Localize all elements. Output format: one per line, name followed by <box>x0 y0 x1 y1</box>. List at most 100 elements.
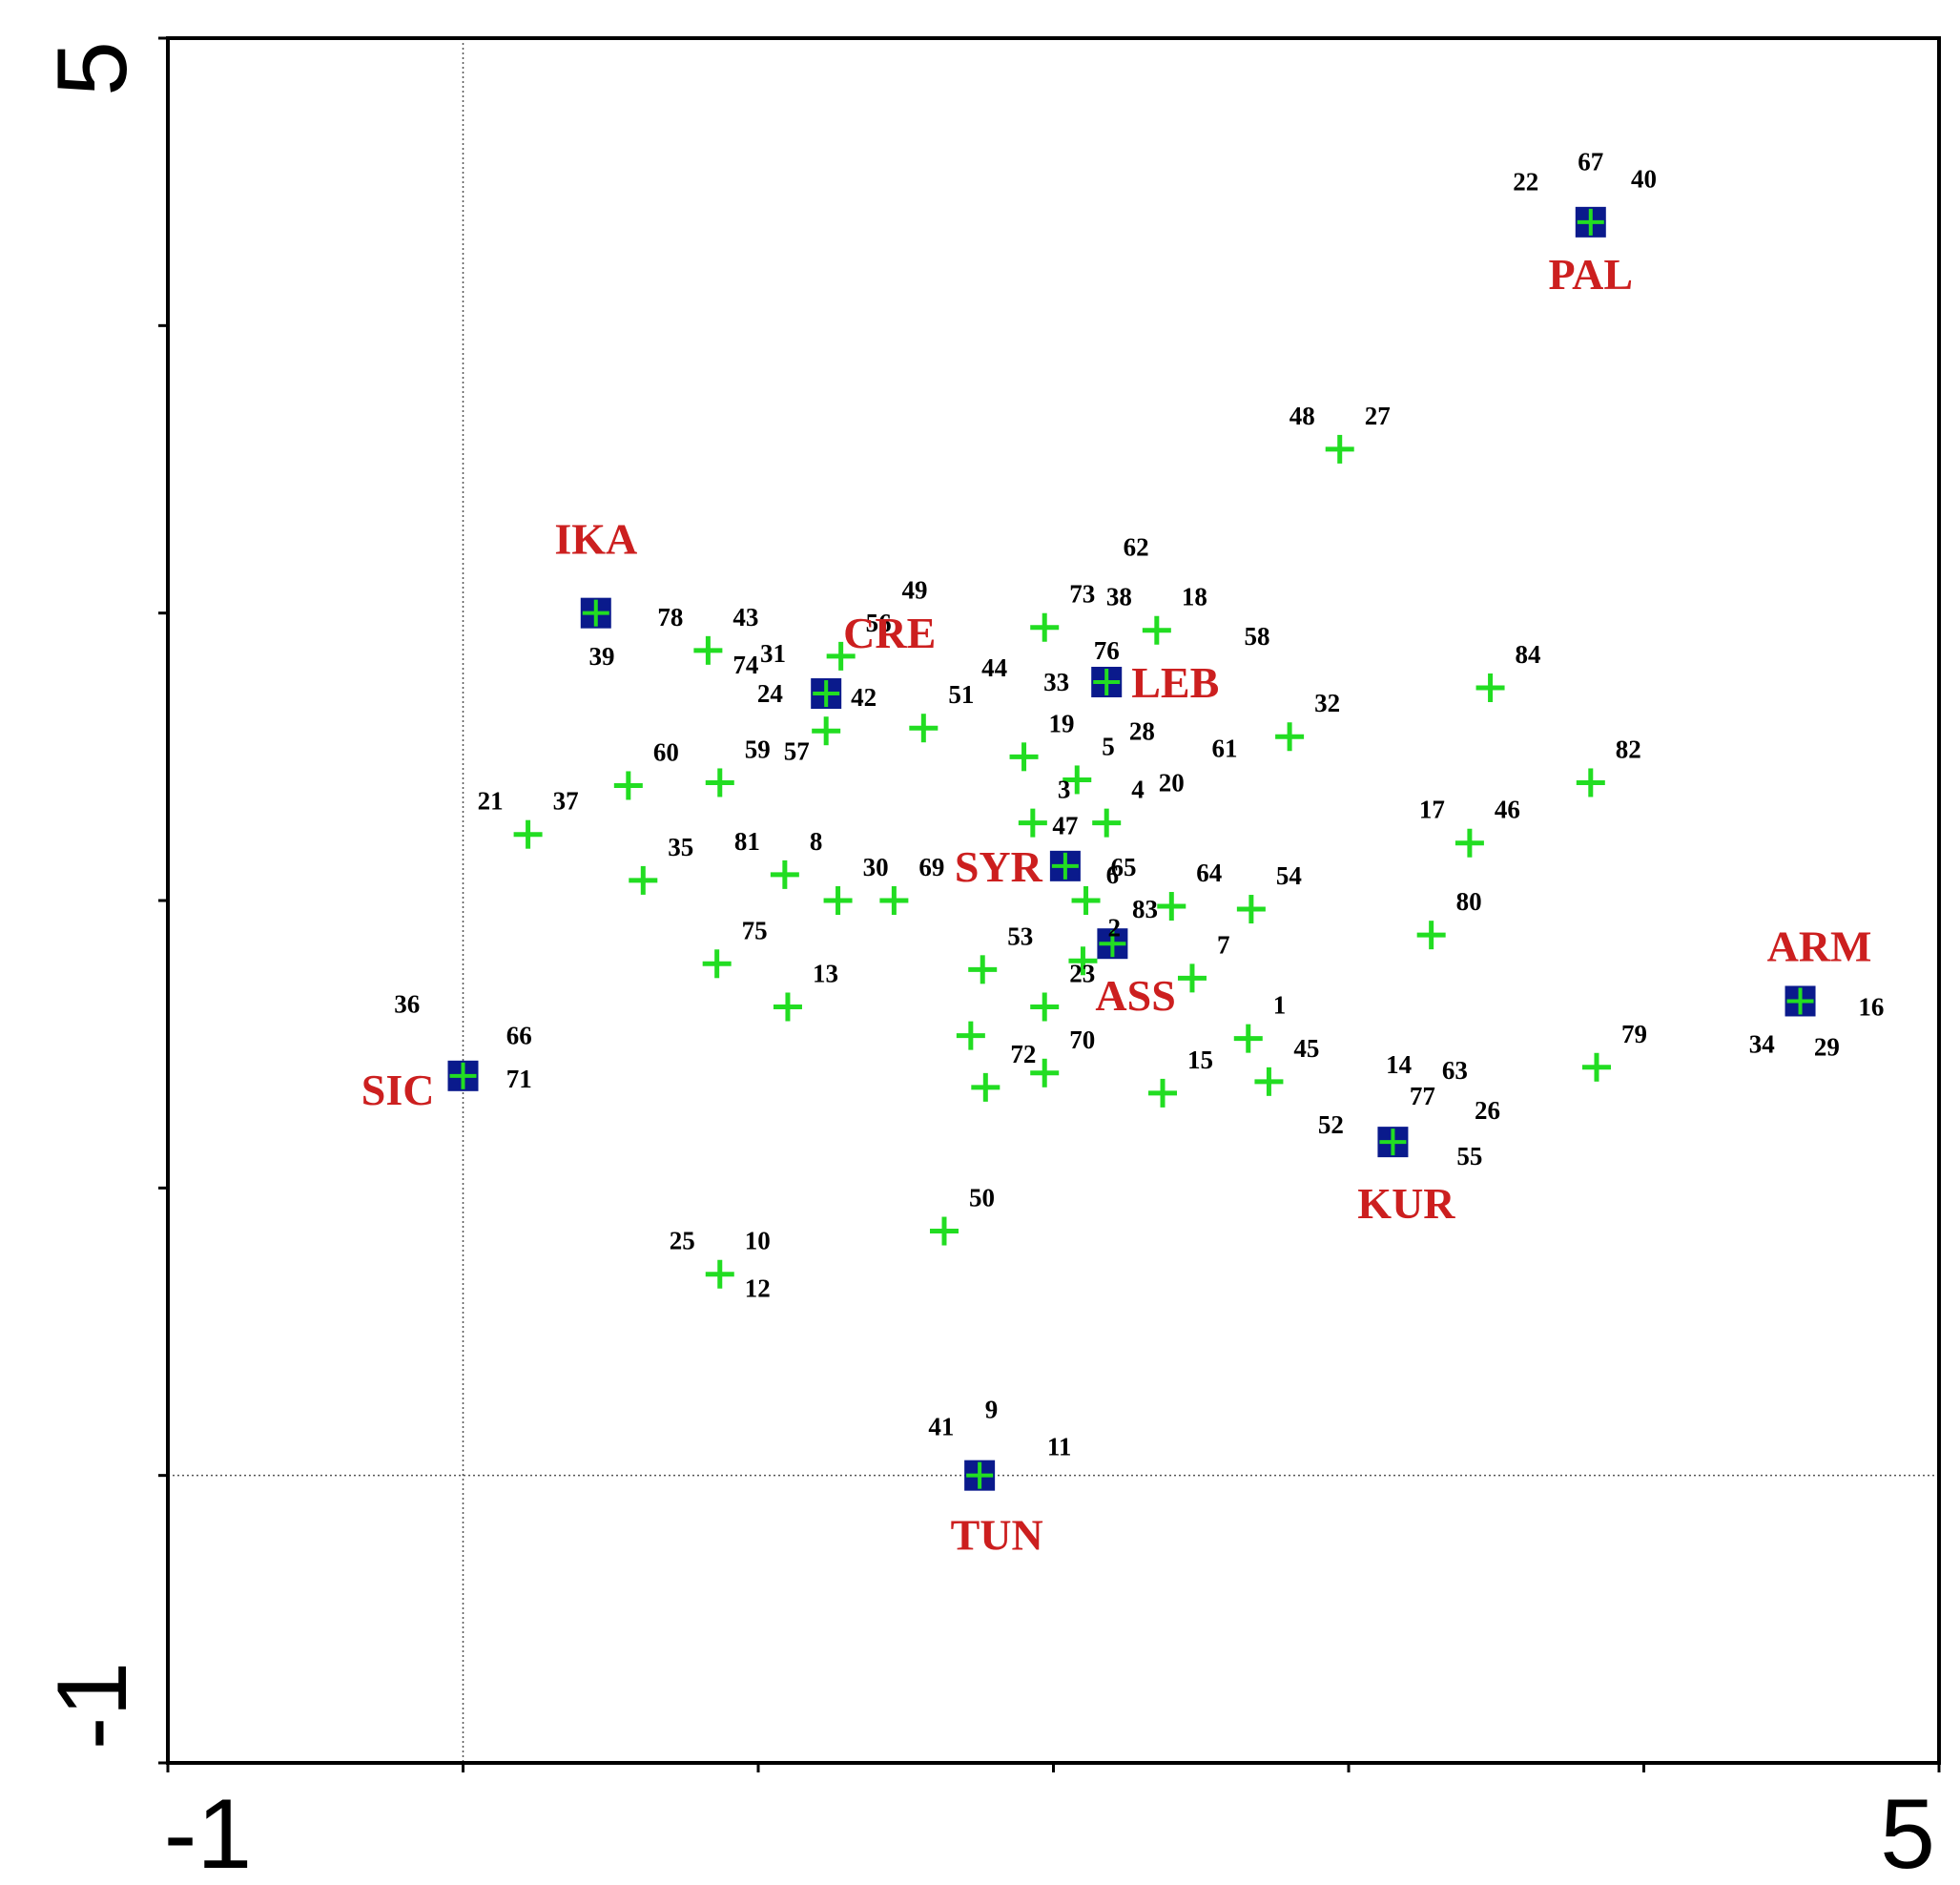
y-tick-label-max: 5 <box>37 41 148 96</box>
point-label: 29 <box>1814 1033 1840 1062</box>
point-label: 41 <box>928 1412 954 1440</box>
point-label: 37 <box>553 787 579 816</box>
point-label: 20 <box>1159 768 1185 797</box>
data-point <box>1416 921 1446 950</box>
data-point <box>1177 963 1207 993</box>
point-label: 80 <box>1456 887 1482 916</box>
point-label: 27 <box>1365 402 1391 430</box>
data-point <box>702 949 732 979</box>
point-label: 35 <box>668 833 693 861</box>
point-label: 10 <box>745 1227 771 1255</box>
point-label: 61 <box>1212 734 1238 762</box>
group-label: PAL <box>1548 250 1633 299</box>
point-label: 66 <box>506 1022 532 1050</box>
point-label: 83 <box>1132 895 1158 923</box>
point-label: 16 <box>1858 993 1884 1022</box>
data-point <box>1576 768 1605 798</box>
point-label: 51 <box>948 680 974 709</box>
data-point <box>956 1021 985 1050</box>
point-label: 62 <box>1124 532 1149 561</box>
data-point <box>823 886 853 915</box>
data-point <box>1475 673 1505 703</box>
data-point <box>1063 765 1092 795</box>
point-label: 40 <box>1631 165 1657 194</box>
data-point <box>1068 946 1098 976</box>
y-tick-label-min: -1 <box>37 1662 148 1750</box>
point-label: 23 <box>1069 959 1095 987</box>
point-label: 15 <box>1187 1046 1213 1074</box>
axes <box>158 36 1941 1772</box>
data-point <box>705 768 734 798</box>
data-point <box>971 1072 1001 1102</box>
point-label: 1 <box>1273 991 1287 1020</box>
point-label: 9 <box>985 1395 999 1423</box>
x-tick-label-min: -1 <box>164 1779 252 1885</box>
point-label: 82 <box>1616 735 1641 763</box>
point-label: 73 <box>1069 580 1095 609</box>
point-label: 11 <box>1047 1433 1072 1461</box>
point-label: 2 <box>1107 913 1121 942</box>
group-centroid <box>1575 206 1606 238</box>
group-centroid <box>1091 666 1123 697</box>
group-label: CRE <box>843 609 936 657</box>
point-label: 6 <box>1106 860 1120 889</box>
point-label: 33 <box>1043 668 1069 696</box>
data-point <box>1236 895 1266 924</box>
group-label: LEB <box>1131 658 1219 707</box>
point-label: 64 <box>1196 859 1222 887</box>
point-label: 3 <box>1058 776 1071 804</box>
reference-lines <box>168 38 1939 1763</box>
point-label: 42 <box>851 683 877 712</box>
point-label: 50 <box>969 1184 995 1212</box>
point-label: 38 <box>1106 583 1132 611</box>
data-point <box>812 716 841 746</box>
point-label: 56 <box>866 609 892 637</box>
point-label: 19 <box>1049 709 1075 737</box>
data-point <box>909 714 939 743</box>
group-centroid <box>580 597 611 629</box>
data-point <box>693 635 723 665</box>
point-label: 71 <box>506 1065 532 1093</box>
point-label: 70 <box>1069 1025 1095 1054</box>
data-point <box>1275 722 1305 752</box>
point-label: 54 <box>1276 861 1302 890</box>
data-point <box>1009 742 1039 772</box>
data-point <box>1148 1078 1178 1108</box>
data-points <box>447 206 1816 1491</box>
data-point <box>629 865 658 895</box>
point-label: 4 <box>1131 776 1145 804</box>
group-label: ARM <box>1767 922 1872 970</box>
point-label: 32 <box>1314 689 1340 717</box>
point-label: 65 <box>1111 853 1137 881</box>
point-label: 59 <box>745 735 771 763</box>
point-label: 21 <box>478 787 504 816</box>
point-label: 12 <box>745 1274 771 1303</box>
point-label: 78 <box>657 603 683 632</box>
point-label: 31 <box>760 639 786 668</box>
point-label: 57 <box>784 736 810 765</box>
point-label: 25 <box>670 1227 695 1255</box>
data-point <box>1581 1052 1611 1082</box>
x-tick-label-max: 5 <box>1880 1779 1935 1885</box>
group-label: SYR <box>955 842 1043 891</box>
point-label: 49 <box>902 576 928 605</box>
point-label: 7 <box>1217 930 1230 959</box>
point-label: 14 <box>1386 1050 1412 1079</box>
point-label: 17 <box>1419 796 1445 824</box>
point-label: 75 <box>742 916 768 944</box>
data-point <box>773 992 802 1022</box>
group-centroid <box>447 1060 479 1091</box>
point-label: 79 <box>1621 1020 1647 1048</box>
point-label: 76 <box>1094 636 1120 665</box>
data-point <box>1254 1067 1284 1096</box>
point-label: 34 <box>1749 1030 1775 1059</box>
data-point <box>705 1259 734 1289</box>
data-point <box>1325 434 1354 464</box>
point-label: 63 <box>1442 1056 1468 1085</box>
point-label: 47 <box>1052 812 1078 840</box>
group-centroid <box>1097 928 1128 960</box>
data-point <box>513 819 543 849</box>
point-label: 18 <box>1182 583 1207 611</box>
point-label: 77 <box>1410 1082 1435 1110</box>
